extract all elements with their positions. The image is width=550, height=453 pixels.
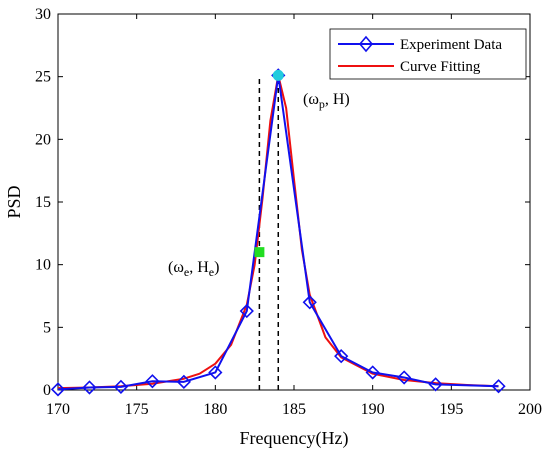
data-point-marker	[208, 365, 223, 380]
x-tick-label: 195	[439, 401, 463, 418]
data-point-marker	[113, 379, 129, 394]
legend: Experiment Data Curve Fitting	[329, 28, 527, 80]
y-tick-label: 0	[43, 382, 51, 399]
data-point-marker	[176, 374, 191, 389]
data-point-marker	[239, 303, 254, 319]
legend-box	[329, 28, 527, 80]
y-tick-label: 20	[35, 131, 51, 148]
data-point-marker	[334, 349, 349, 364]
x-axis-label: Frequency(Hz)	[240, 428, 349, 449]
y-axis-label: PSD	[4, 185, 24, 218]
x-tick-label: 180	[203, 401, 227, 418]
data-point-marker	[428, 377, 443, 392]
x-tick-label: 190	[361, 401, 385, 418]
x-tick-label: 185	[282, 401, 306, 418]
x-tick-label: 200	[518, 401, 542, 418]
data-point-marker	[50, 382, 66, 397]
data-point-marker	[491, 379, 506, 394]
y-tick-label: 25	[35, 69, 51, 86]
annotation-equivalent-point: (ωe, He)	[168, 259, 219, 279]
highlight-points	[254, 69, 284, 258]
equivalent-point-marker	[254, 247, 265, 258]
y-tick-label: 30	[35, 6, 51, 23]
annotation-peak-point: (ωp, H)	[303, 91, 350, 111]
legend-label-experiment: Experiment Data	[400, 37, 502, 53]
y-tick-label: 15	[35, 194, 51, 211]
peak-point-marker	[272, 69, 284, 81]
x-tick-label: 170	[46, 401, 70, 418]
data-point-marker	[365, 365, 380, 380]
legend-marker-experiment	[358, 35, 374, 53]
y-tick-label: 5	[43, 319, 51, 336]
series-layer	[50, 68, 506, 397]
data-point-marker	[82, 380, 97, 395]
axis-ticks: 170 175 180 185 190 195 200 0 5 10 15 20 25 30	[35, 6, 542, 418]
data-point-marker	[145, 374, 160, 389]
data-point-marker	[397, 370, 412, 385]
legend-label-fitting: Curve Fitting	[400, 59, 481, 75]
x-tick-label: 175	[125, 401, 149, 418]
data-point-marker	[302, 295, 317, 310]
y-tick-label: 10	[35, 257, 51, 274]
